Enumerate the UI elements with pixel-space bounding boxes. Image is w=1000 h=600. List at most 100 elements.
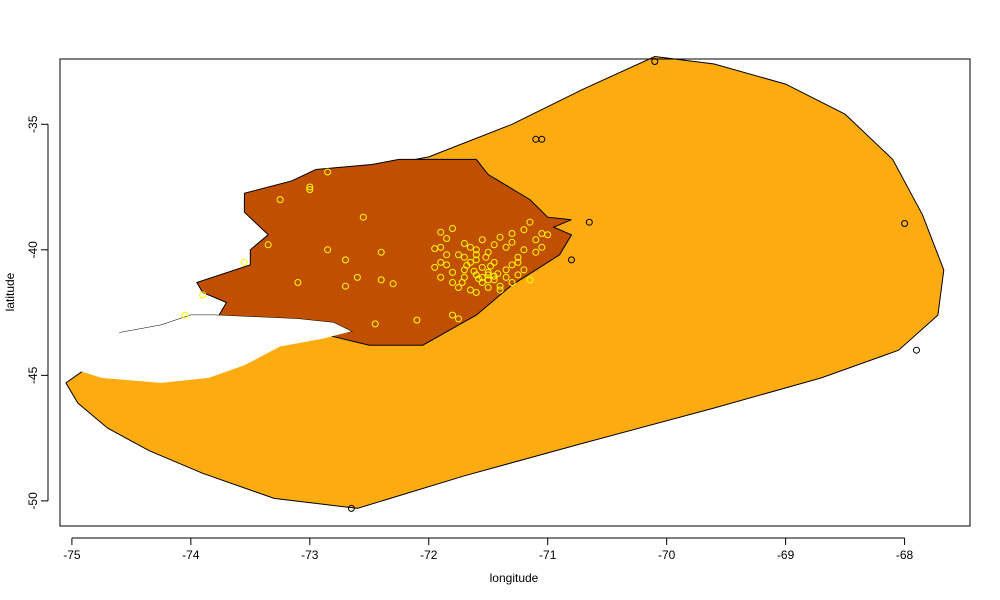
points-layer — [181, 58, 920, 512]
data-point — [526, 276, 534, 284]
x-tick-label: -72 — [420, 548, 438, 562]
data-point — [377, 276, 385, 284]
y-tick-label: -45 — [26, 366, 40, 384]
data-point — [431, 263, 439, 271]
x-tick-label: -69 — [777, 548, 795, 562]
data-point — [455, 284, 462, 291]
map-layer — [65, 55, 945, 509]
data-point — [502, 243, 510, 251]
data-point — [472, 271, 480, 279]
data-point — [514, 258, 522, 266]
data-point — [460, 253, 468, 261]
data-point — [371, 320, 379, 328]
data-point — [482, 253, 490, 261]
data-point — [544, 231, 552, 239]
data-point — [413, 316, 421, 324]
y-tick-label: -40 — [26, 241, 40, 259]
data-point — [472, 289, 480, 296]
data-point — [585, 218, 593, 226]
data-point — [466, 243, 474, 251]
x-axis-title: longitude — [490, 571, 539, 585]
data-point — [494, 270, 502, 278]
data-point — [520, 266, 528, 274]
data-point — [347, 504, 355, 512]
y-axis-title: latitude — [3, 272, 17, 311]
data-point — [520, 226, 528, 234]
data-point — [484, 284, 492, 291]
data-point — [199, 291, 207, 299]
data-point — [487, 262, 495, 270]
data-point — [478, 263, 486, 271]
data-point — [455, 315, 462, 323]
data-point — [478, 236, 486, 244]
data-point — [532, 236, 540, 244]
data-point — [502, 273, 510, 281]
x-tick-label: -73 — [301, 548, 319, 562]
data-point — [449, 268, 456, 276]
x-tick-label: -71 — [539, 548, 557, 562]
x-tick-label: -68 — [896, 548, 914, 562]
y-tick-label: -35 — [26, 115, 40, 133]
data-point — [466, 286, 474, 294]
x-tick-label: -70 — [658, 548, 676, 562]
data-point — [901, 220, 909, 227]
data-point — [514, 271, 522, 279]
data-point — [538, 243, 546, 251]
point-series-1 — [181, 168, 552, 328]
data-point — [568, 256, 575, 264]
data-point — [532, 135, 540, 143]
data-point — [490, 258, 498, 266]
x-axis: -75 -74 -73 -72 -71 -70 -69 -68 — [63, 537, 914, 562]
data-point — [359, 213, 367, 221]
y-axis: -35 -40 -45 -50 — [26, 115, 49, 510]
data-point — [437, 258, 445, 266]
data-point — [460, 240, 468, 247]
data-point — [377, 248, 385, 256]
y-tick-label: -50 — [26, 492, 40, 510]
data-point — [389, 280, 397, 288]
data-point — [342, 282, 349, 290]
data-point — [463, 261, 471, 269]
data-point — [496, 233, 504, 241]
data-point — [913, 346, 920, 354]
data-point — [437, 273, 445, 281]
data-point — [306, 186, 314, 194]
data-point — [484, 276, 492, 284]
data-point — [240, 258, 248, 266]
data-point — [324, 246, 332, 254]
data-point — [526, 218, 534, 226]
data-point — [455, 251, 462, 259]
data-point — [353, 273, 361, 281]
data-point — [496, 282, 504, 290]
data-point — [478, 273, 486, 281]
coastal-gap-polygon — [69, 315, 352, 383]
data-point — [472, 256, 480, 264]
data-point — [449, 311, 456, 319]
data-point — [472, 251, 480, 259]
data-point — [532, 248, 540, 256]
data-point — [443, 251, 451, 259]
data-point — [502, 266, 510, 274]
plot-frame — [59, 58, 971, 527]
data-point — [449, 225, 456, 232]
data-point — [431, 245, 439, 253]
data-point — [475, 275, 483, 283]
data-point — [508, 238, 516, 246]
data-point — [181, 311, 189, 319]
x-tick-label: -75 — [63, 548, 81, 562]
data-point — [470, 267, 478, 275]
data-point — [514, 253, 522, 261]
data-point — [472, 246, 480, 254]
data-point — [342, 256, 349, 264]
data-point — [276, 196, 284, 204]
data-point — [264, 241, 272, 249]
data-point — [490, 241, 498, 249]
data-point — [449, 279, 456, 286]
data-point — [443, 261, 451, 269]
data-point — [520, 246, 528, 254]
x-tick-label: -74 — [182, 548, 200, 562]
data-point — [437, 228, 445, 236]
data-point — [443, 235, 451, 242]
data-point — [324, 168, 332, 176]
data-point — [508, 261, 516, 269]
